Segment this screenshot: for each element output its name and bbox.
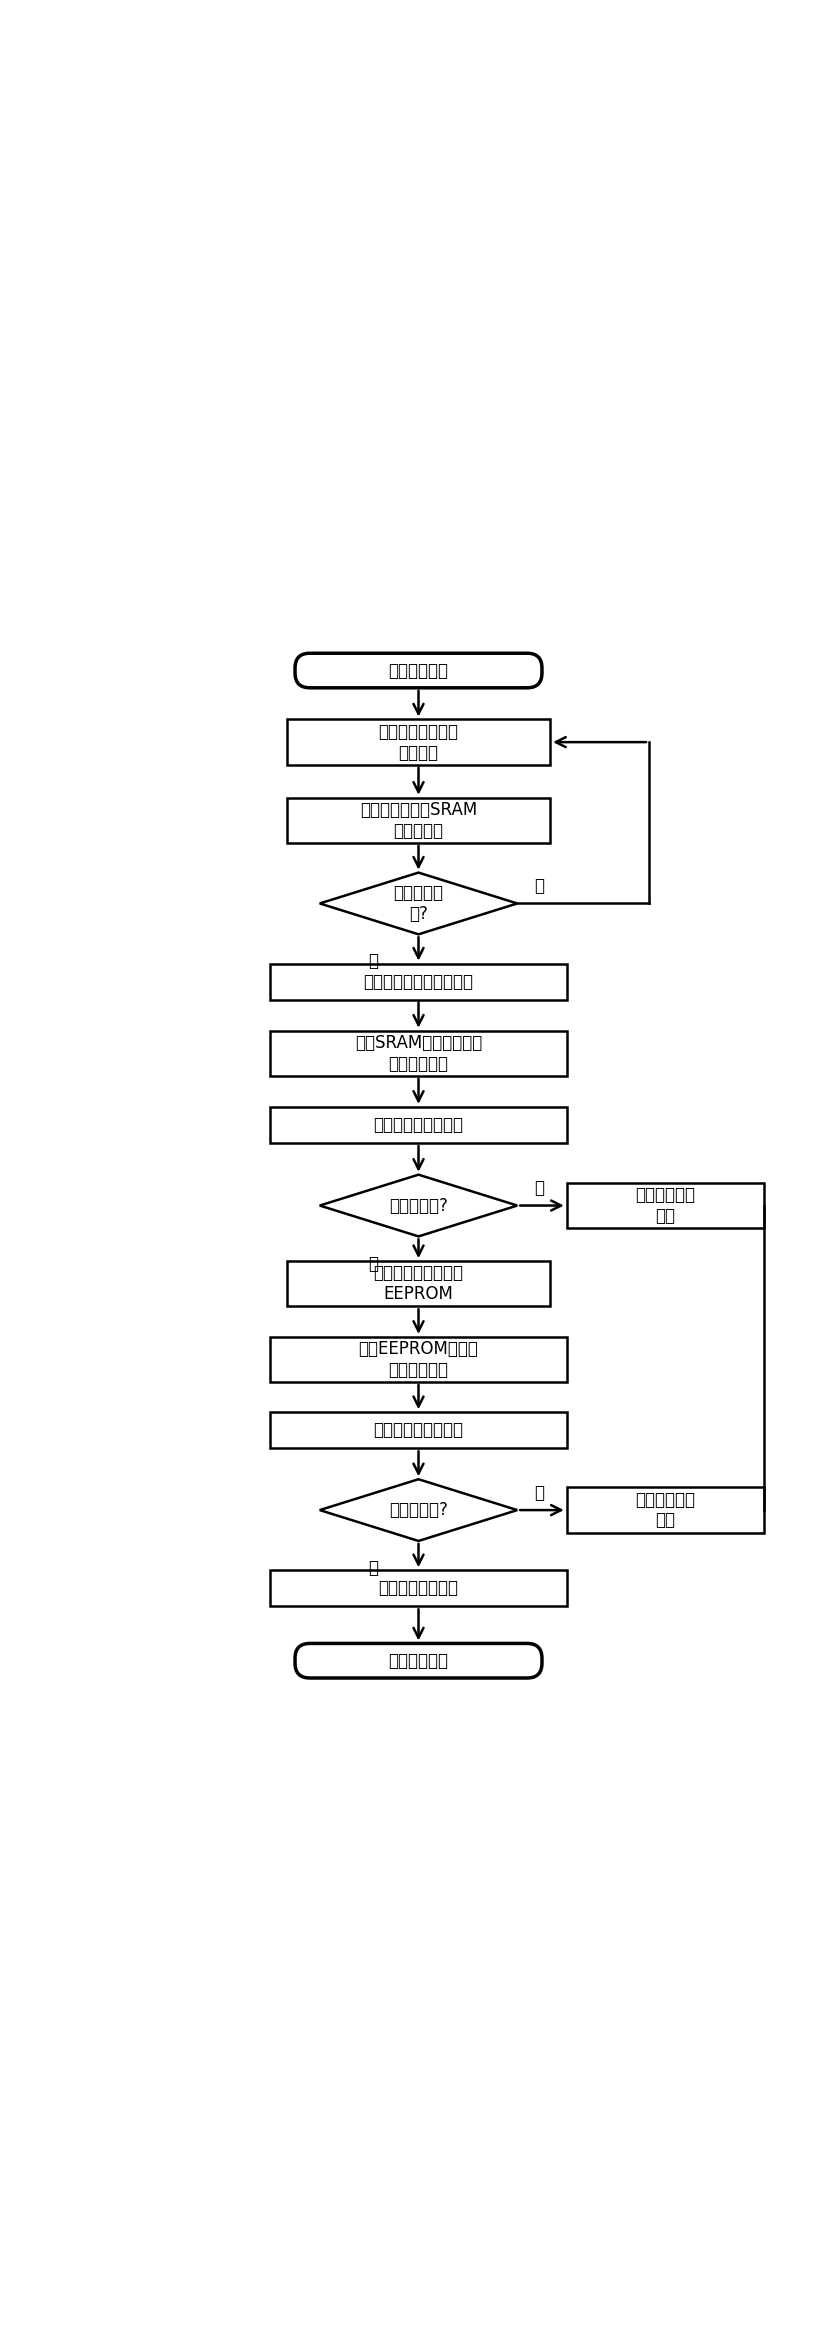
Text: 校验和正确?: 校验和正确? <box>389 1500 447 1519</box>
Bar <box>566 1486 763 1533</box>
Text: 否: 否 <box>533 1180 543 1197</box>
Bar <box>270 1108 566 1143</box>
Text: 校验和正确?: 校验和正确? <box>389 1197 447 1215</box>
Text: 将程序数据按页写入
EEPROM: 将程序数据按页写入 EEPROM <box>373 1264 463 1304</box>
Bar <box>566 1183 763 1229</box>
Text: 是: 是 <box>368 1559 378 1577</box>
Bar <box>270 1412 566 1449</box>
Bar <box>270 1570 566 1606</box>
Text: 在轨维护结束: 在轨维护结束 <box>388 1652 448 1669</box>
Bar <box>270 1031 566 1075</box>
Polygon shape <box>319 1176 517 1236</box>
Text: 否: 否 <box>533 876 543 895</box>
Text: 在轨维护开始: 在轨维护开始 <box>388 661 448 680</box>
Text: 地面上注校验和计算指令: 地面上注校验和计算指令 <box>363 972 473 991</box>
Text: 接收地面上注在轨
维护指令: 接收地面上注在轨 维护指令 <box>378 722 458 762</box>
Bar <box>287 797 549 844</box>
Text: 全部上注完
成?: 全部上注完 成? <box>393 883 443 923</box>
FancyBboxPatch shape <box>294 654 542 687</box>
Text: 计算EEPROM中程序
数据的校验和: 计算EEPROM中程序 数据的校验和 <box>358 1339 478 1379</box>
Text: 与指令中校验和比较: 与指令中校验和比较 <box>373 1115 463 1133</box>
Text: 通过遥测告知
地面: 通过遥测告知 地面 <box>635 1491 695 1528</box>
Bar <box>270 1337 566 1381</box>
Text: 与指令中校验和比较: 与指令中校验和比较 <box>373 1421 463 1440</box>
Polygon shape <box>319 1479 517 1540</box>
Bar <box>270 963 566 1000</box>
Text: 通过遥测告知地面: 通过遥测告知地面 <box>378 1580 458 1596</box>
Text: 是: 是 <box>368 953 378 970</box>
Text: 通过遥测告知
地面: 通过遥测告知 地面 <box>635 1187 695 1225</box>
Text: 计算SRAM临时缓存区中
数据的校验和: 计算SRAM临时缓存区中 数据的校验和 <box>354 1033 482 1073</box>
Text: 否: 否 <box>533 1484 543 1503</box>
Polygon shape <box>319 872 517 935</box>
Text: 是: 是 <box>368 1255 378 1274</box>
Bar <box>287 720 549 764</box>
Bar <box>287 1262 549 1306</box>
Text: 程序数据保存到SRAM
临时缓存区: 程序数据保存到SRAM 临时缓存区 <box>359 802 477 839</box>
FancyBboxPatch shape <box>294 1643 542 1678</box>
